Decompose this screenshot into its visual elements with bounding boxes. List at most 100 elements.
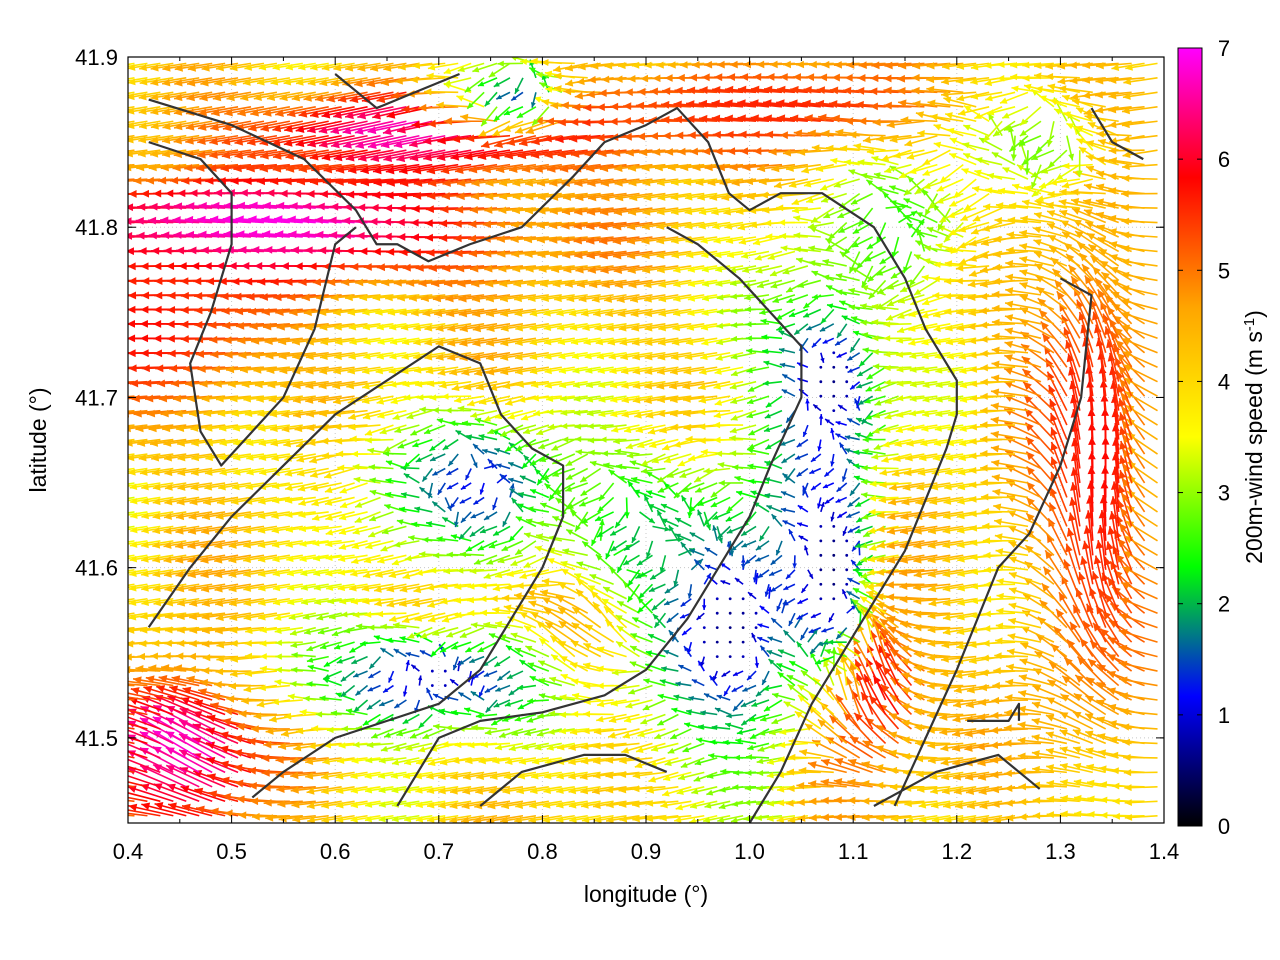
wind-vector-head [210,807,219,816]
wind-vector [715,597,719,601]
wind-vector-head [820,778,830,787]
wind-vector-head [662,790,670,797]
wind-vector-head [776,816,785,823]
wind-vector [154,802,200,817]
wind-vector-head [953,787,962,795]
wind-vector-head [128,665,131,674]
wind-vector-dot [845,568,849,572]
wind-vector [744,785,770,792]
wind-vector-head [718,803,726,810]
wind-vector [364,786,394,794]
wind-vector [543,771,575,780]
wind-vector-dot [754,611,758,615]
wind-vector [832,597,836,601]
wind-vector-head [128,803,138,812]
wind-vector-head [207,773,216,781]
wind-vector-head [503,772,512,780]
wind-vector [845,539,849,543]
wind-vector-head [364,772,372,780]
wind-vector-head [290,771,299,780]
wind-vector-shaft [165,764,213,788]
wind-vector [754,611,758,615]
wind-vector-shaft [128,796,148,803]
wind-vector-head [321,816,330,823]
wind-vector-head [111,654,119,661]
wind-vector-head [487,802,496,810]
wind-vector-head [305,772,314,780]
wind-vector-head [542,816,551,823]
wind-vector [890,814,925,822]
wind-vector-head [247,766,256,775]
wind-vector-head [475,787,484,795]
wind-vector-head [821,813,830,822]
wind-vector-head [875,781,884,790]
wind-vector-head [931,801,939,809]
wind-vector-head [777,785,785,793]
wind-vector-head [463,773,471,781]
wind-vector-head [1112,812,1120,820]
wind-vector-head [619,815,628,823]
wind-vector-head [233,764,243,772]
wind-vector-head [449,816,458,823]
wind-vector-head [1005,814,1014,822]
wind-vector [128,803,174,817]
wind-vector-head [321,787,329,795]
wind-vector-head [581,816,590,823]
wind-vector [728,611,732,615]
wind-vector-head [967,802,976,810]
wind-vector [443,669,447,673]
wind-vector-head [808,797,817,806]
wind-vector-head [390,772,399,780]
wind-vector [350,800,381,809]
wind-vector [378,786,407,794]
wind-vector [741,655,745,659]
wind-vector-head [516,787,525,795]
wind-vector-head [743,815,751,822]
wind-vector-dot [702,640,706,644]
wind-vector [517,771,549,780]
wind-vector [515,800,549,809]
wind-vector-head [918,801,927,809]
wind-vector-shaft [139,764,187,788]
wind-vector [430,669,434,673]
wind-vector-dot [741,597,745,601]
wind-vector-dot [741,655,745,659]
wind-vector-head [251,812,260,821]
wind-vector-head [116,585,123,592]
wind-vector [128,792,161,803]
wind-vector [905,814,938,823]
wind-vector [916,785,951,793]
wind-vector-dot [715,640,719,644]
wind-vector [103,774,148,788]
wind-vector-head [861,779,870,788]
wind-vector-dot [741,626,745,630]
wind-vector-dot [728,640,732,644]
wind-vector [674,814,705,823]
wind-vector-shaft [128,781,148,788]
wind-vector-head [94,681,102,689]
wind-vector [741,611,745,615]
wind-vector [919,814,951,823]
wind-vector-head [904,800,912,808]
wind-vector-head [103,774,112,782]
wind-vector [335,814,368,823]
wind-vector [845,568,849,572]
wind-vector-head [166,765,176,773]
wind-vector-head [263,798,272,807]
wind-vector-dot [832,597,836,601]
wind-vector [715,640,719,644]
wind-vector-head [744,799,751,806]
wind-vector [819,539,823,543]
wind-vector-head [104,808,113,816]
wind-vector-head [206,756,216,765]
wind-vector [1124,813,1158,821]
wind-vector [676,786,705,795]
wind-vector-head [119,527,126,533]
wind-vector [646,786,679,794]
wind-vector [766,814,796,822]
wind-vector-shaft [128,792,161,803]
wind-vector-head [426,772,434,780]
wind-vector-head [336,801,344,809]
wind-vector [443,684,447,687]
wind-vector-head [632,785,640,793]
